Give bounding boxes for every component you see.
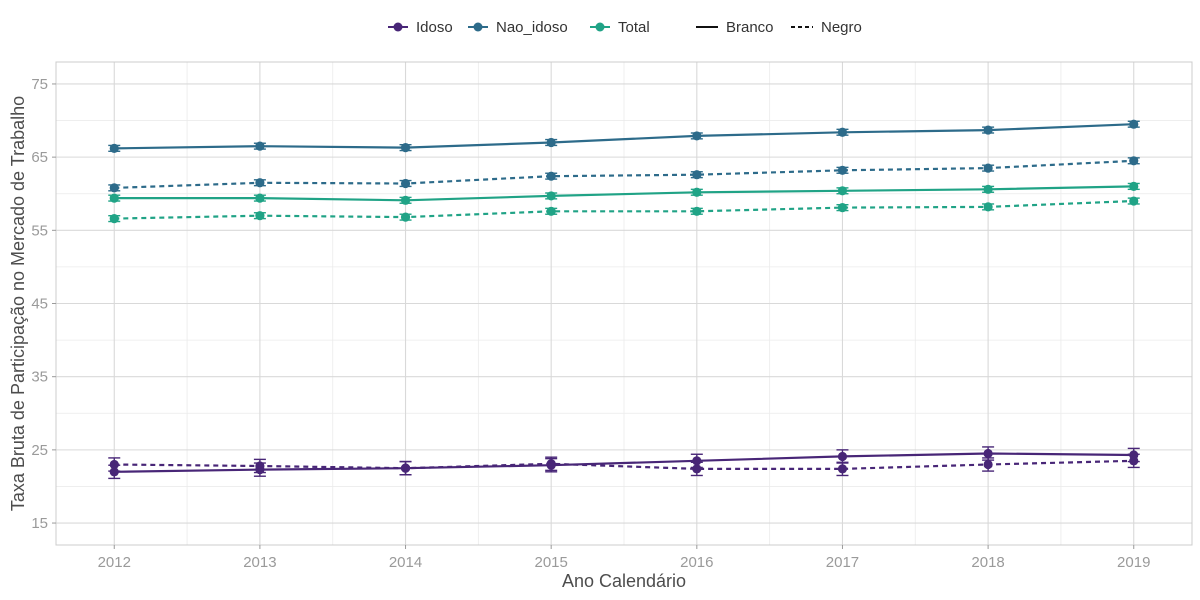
x-axis-title: Ano Calendário [562,571,686,591]
data-point [546,459,556,469]
data-point [400,178,411,189]
legend-item-idoso: Idoso [388,19,453,36]
data-point [837,165,848,175]
data-point [837,186,848,196]
legend-key-point [393,22,403,32]
y-axis-title: Taxa Bruta de Participação no Mercado de… [8,96,28,511]
data-point [255,193,265,203]
legend-label: Total [618,19,650,36]
data-point [109,467,119,477]
x-tick-label: 2013 [243,554,276,571]
data-point [546,137,556,148]
legend-item-nao-idoso: Nao_idoso [468,19,568,36]
data-point [255,141,265,151]
legend-item-negro: Negro [791,19,862,36]
data-point [837,127,848,137]
data-point [546,206,556,216]
y-tick-label: 25 [31,442,48,459]
legend-item-total: Total [590,19,650,36]
series-nao-idoso-branco [108,119,1140,153]
x-tick-label: 2015 [534,554,567,571]
y-tick-label: 65 [31,149,48,166]
series-nao-idoso-negro [108,156,1140,193]
series-idoso-negro [108,453,1140,477]
legend: Idoso Nao_idoso Total Branco Negro [388,19,862,36]
data-point [255,461,265,471]
data-point [983,448,993,459]
y-axis-ticks: 15 25 35 45 55 65 75 [31,76,56,532]
x-tick-label: 2014 [389,554,422,571]
series-line [114,452,1134,473]
series-line [114,185,1134,202]
data-point [692,456,702,466]
data-point [400,143,411,153]
data-point [1129,119,1139,129]
x-tick-label: 2012 [98,554,131,571]
data-point [983,184,993,194]
data-point [692,464,702,474]
legend-label: Branco [726,19,774,36]
data-point [692,187,702,197]
y-tick-label: 55 [31,222,48,239]
x-axis-ticks: 2012 2013 2014 2015 2016 2017 2018 2019 [98,545,1150,571]
data-point [546,191,556,201]
data-point [400,195,411,205]
data-point [983,163,993,173]
legend-key-point [595,22,605,32]
series-line [114,159,1134,189]
data-point [983,459,993,470]
series-line [114,459,1134,470]
series-line [114,199,1134,220]
y-tick-label: 15 [31,515,48,532]
y-tick-label: 45 [31,296,48,313]
data-point [255,178,265,188]
data-point [983,125,993,135]
data-point [692,131,702,141]
x-tick-label: 2016 [680,554,713,571]
series-total-branco [108,181,1140,205]
data-point [109,193,119,203]
data-point [400,212,411,222]
data-point [1129,196,1139,206]
legend-label: Nao_idoso [496,19,568,36]
y-tick-label: 35 [31,369,48,386]
data-point [837,464,848,474]
x-tick-label: 2019 [1117,554,1150,571]
data-point [1129,181,1139,192]
data-point [837,203,848,213]
data-point [109,183,119,193]
y-tick-label: 75 [31,76,48,93]
data-point [546,171,556,181]
data-point [692,170,702,180]
data-point [109,214,119,224]
legend-label: Idoso [416,19,453,36]
legend-label: Negro [821,19,862,36]
x-tick-label: 2018 [971,554,1004,571]
series-total-negro [108,196,1140,224]
data-point [400,463,411,473]
data-point [837,451,848,462]
data-point [983,202,993,212]
data-point [109,143,119,153]
x-tick-label: 2017 [826,554,859,571]
data-point [1129,156,1139,166]
series-layer [108,119,1140,480]
series-line [114,123,1134,150]
legend-key-point [473,22,483,32]
data-point [109,459,119,470]
legend-item-branco: Branco [696,19,774,36]
data-point [255,211,265,221]
data-point [692,206,702,216]
data-point [1129,456,1139,466]
